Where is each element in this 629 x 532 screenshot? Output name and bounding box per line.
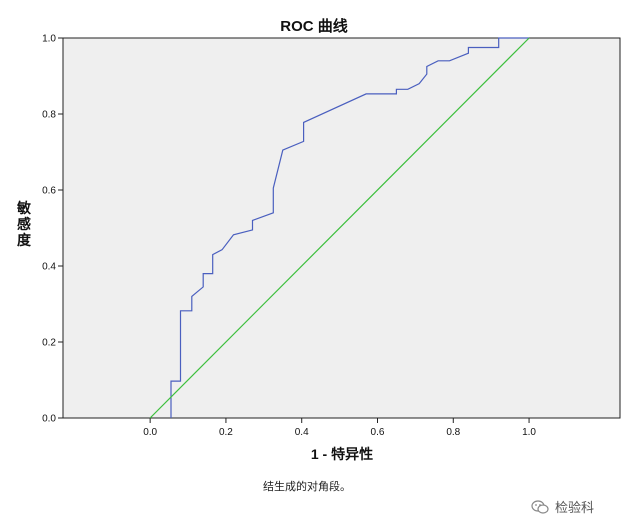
y-tick-label: 0.2 <box>42 338 56 349</box>
reference-diagonal-line <box>149 37 530 419</box>
y-tick-label: 0.0 <box>42 414 56 425</box>
y-tick-label: 0.8 <box>42 110 56 121</box>
watermark-text: 检验科 <box>555 501 595 516</box>
x-tick-label: 0.6 <box>371 427 385 438</box>
x-axis-title: 1 - 特异性 <box>311 446 373 462</box>
wechat-icon <box>531 499 549 514</box>
x-tick-label: 0.8 <box>446 427 460 438</box>
x-tick-label: 0.2 <box>219 427 233 438</box>
x-tick-label: 1.0 <box>522 427 536 438</box>
x-tick-label: 0.0 <box>143 427 157 438</box>
y-axis-title: 敏感度 <box>16 200 32 248</box>
y-tick-label: 0.6 <box>42 186 56 197</box>
series-layer <box>149 37 530 419</box>
y-tick-label: 0.4 <box>42 262 56 273</box>
x-axis-ticks: 0.0 0.2 0.4 0.6 0.8 1.0 <box>143 418 536 438</box>
footnote-text: 结生成的对角段。 <box>263 480 351 493</box>
plot-area <box>62 37 621 419</box>
chart-title: ROC 曲线 <box>280 17 348 35</box>
roc-curve-line <box>170 37 530 418</box>
x-tick-label: 0.4 <box>295 427 309 438</box>
watermark: 检验科 <box>531 497 594 516</box>
y-tick-label: 1.0 <box>42 34 56 45</box>
y-axis-ticks: 0.0 0.2 0.4 0.6 0.8 1.0 <box>42 34 63 425</box>
